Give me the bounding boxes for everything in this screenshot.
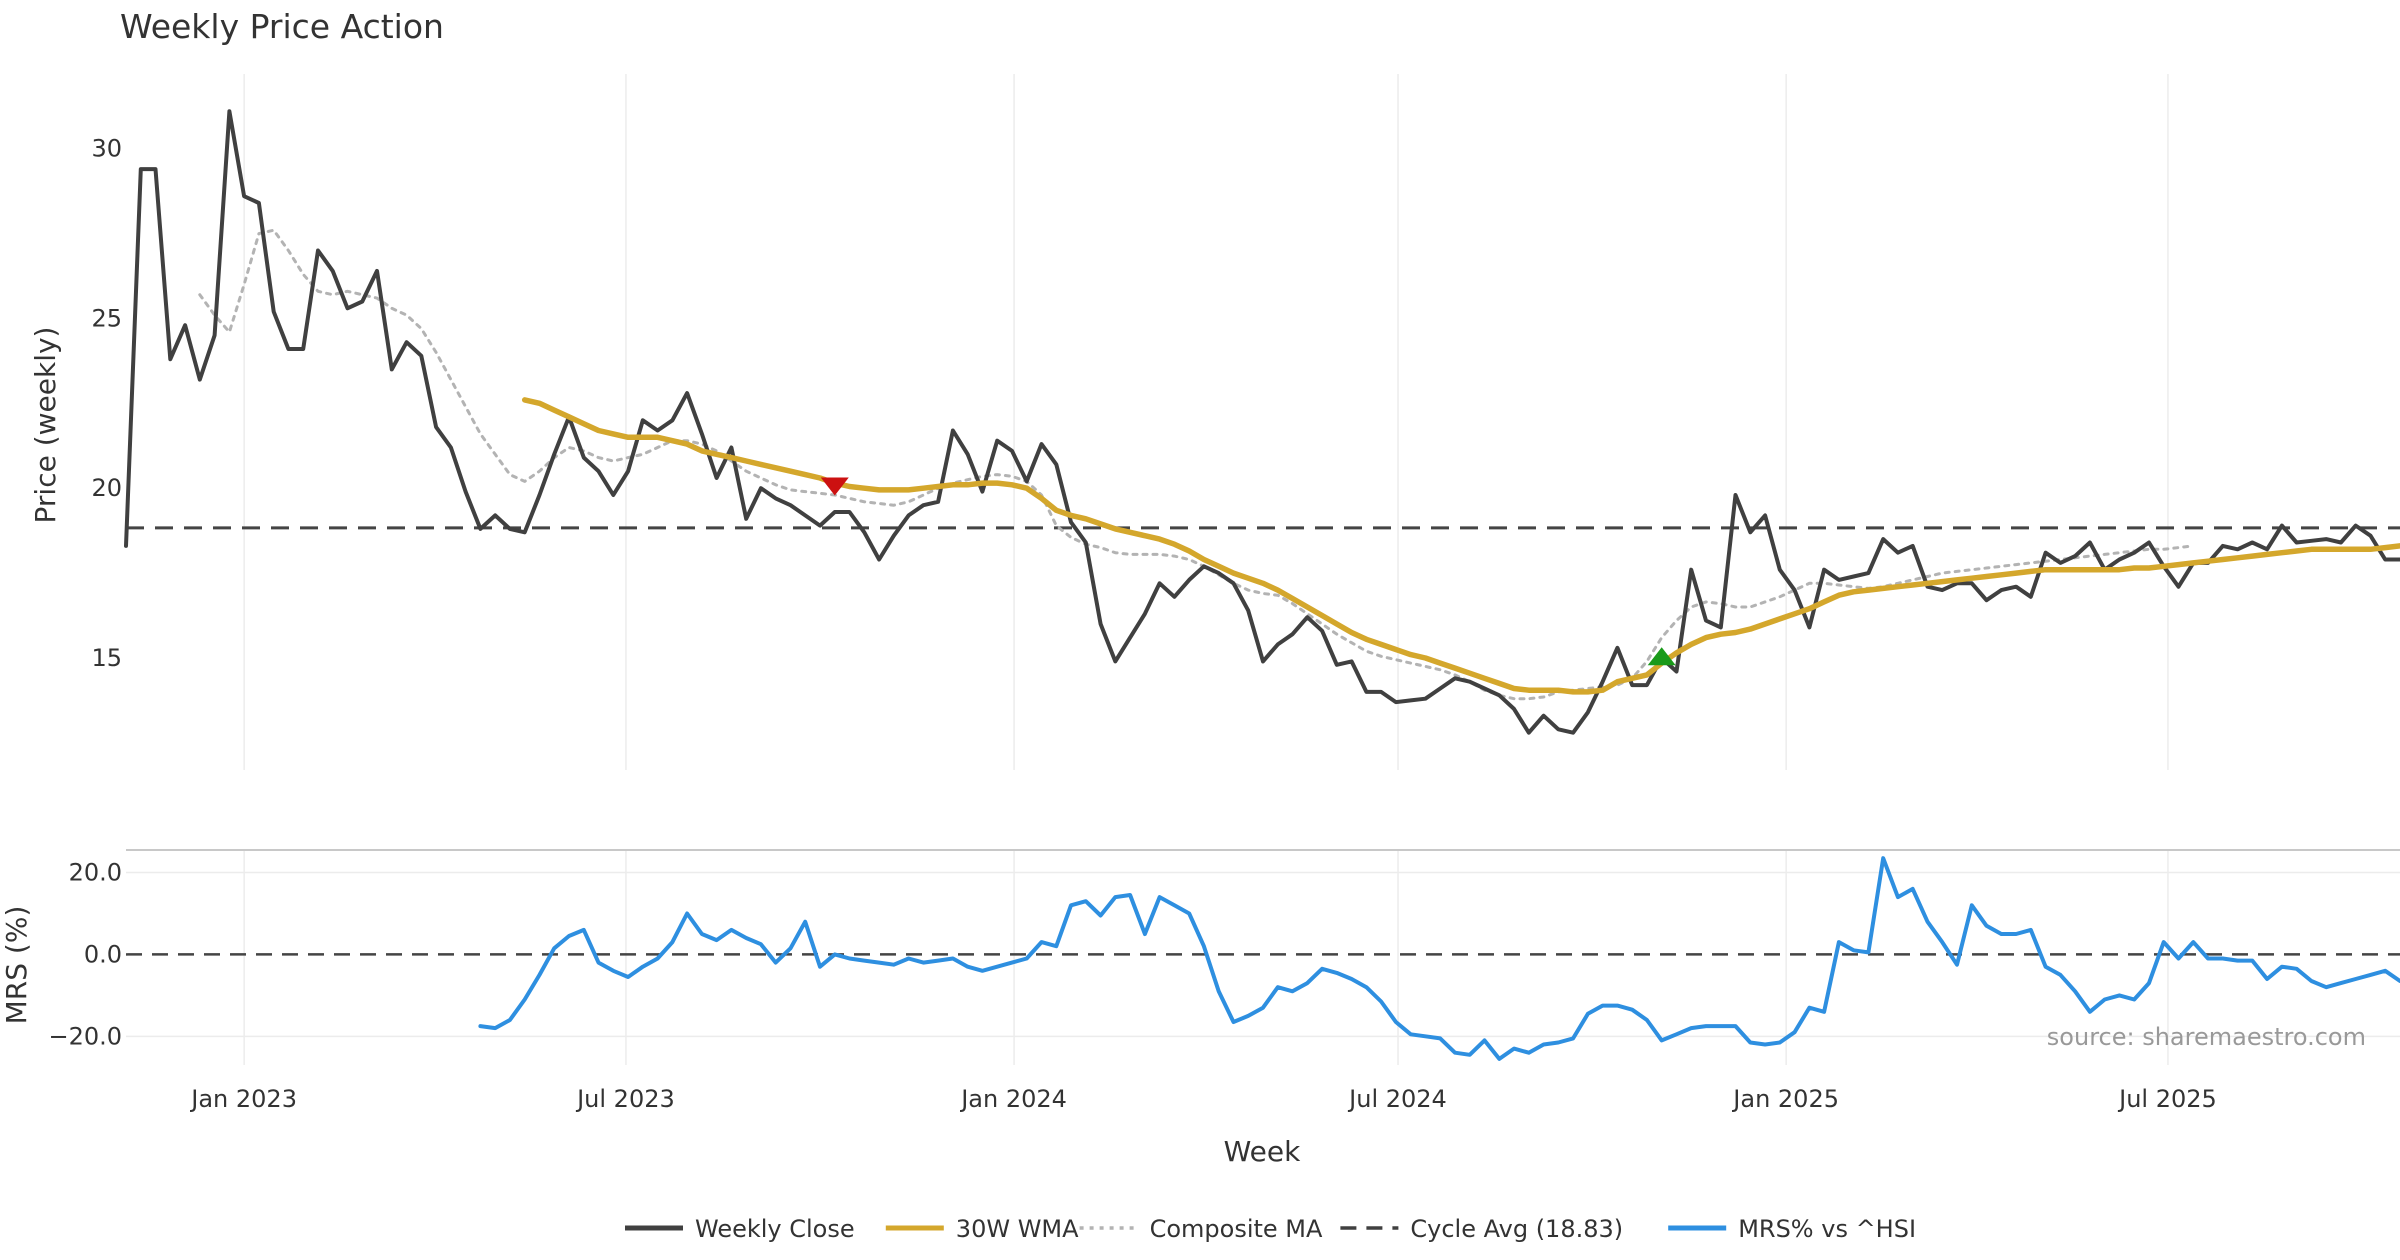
legend-label-cycle-avg-18-83: Cycle Avg (18.83)	[1410, 1215, 1623, 1243]
mrs-axis-title: MRS (%)	[0, 906, 33, 1025]
legend-label-mrs-vs-hsi: MRS% vs ^HSI	[1738, 1215, 1916, 1243]
series-composite-ma-line	[198, 228, 2195, 701]
source-note: source: sharemaestro.com	[2047, 1023, 2366, 1051]
price-y-tick-20: 20	[91, 474, 122, 502]
legend-label-composite-ma: Composite MA	[1150, 1215, 1323, 1243]
price-y-tick-25: 25	[91, 304, 122, 332]
x-tick-label-jan-2024: Jan 2024	[959, 1085, 1067, 1113]
sell-signal-marker	[820, 477, 849, 496]
signal-markers	[820, 477, 1676, 666]
mrs-y-tick-0: 20.0	[69, 859, 122, 887]
series-weekly-close-line	[124, 109, 2400, 735]
buy-signal-marker	[1647, 647, 1676, 666]
price-y-tick-15: 15	[91, 644, 122, 672]
mrs-y-tick-2: −20.0	[48, 1022, 122, 1050]
x-tick-label-jan-2025: Jan 2025	[1731, 1085, 1839, 1113]
axes	[126, 526, 2400, 956]
chart-title: Weekly Price Action	[120, 7, 444, 46]
series-lines	[124, 109, 2400, 1061]
legend: Weekly Close 30W WMA Composite MA Cycle Avg…	[625, 1215, 1916, 1243]
x-tick-label-jan-2023: Jan 2023	[189, 1085, 297, 1113]
x-tick-label-jul-2025: Jul 2025	[2117, 1085, 2217, 1113]
tick-labels: Jan 2023 Jul 2023 Jan 2024 Jul 2024 Jan 2025…	[48, 135, 2216, 1113]
price-y-tick-30: 30	[91, 135, 122, 163]
series-mrs-vs-hsi-line	[478, 856, 2400, 1061]
price-axis-title: Price (weekly)	[29, 327, 62, 524]
grid	[126, 74, 2400, 1065]
x-tick-label-jul-2023: Jul 2023	[575, 1085, 675, 1113]
series-30w-wma-line	[521, 397, 2400, 695]
legend-label-weekly-close: Weekly Close	[695, 1215, 855, 1243]
x-tick-label-jul-2024: Jul 2024	[1347, 1085, 1447, 1113]
legend-label-30w-wma: 30W WMA	[956, 1215, 1079, 1243]
mrs-y-tick-1: 0.0	[84, 940, 122, 968]
x-axis-title: Week	[1224, 1135, 1301, 1168]
